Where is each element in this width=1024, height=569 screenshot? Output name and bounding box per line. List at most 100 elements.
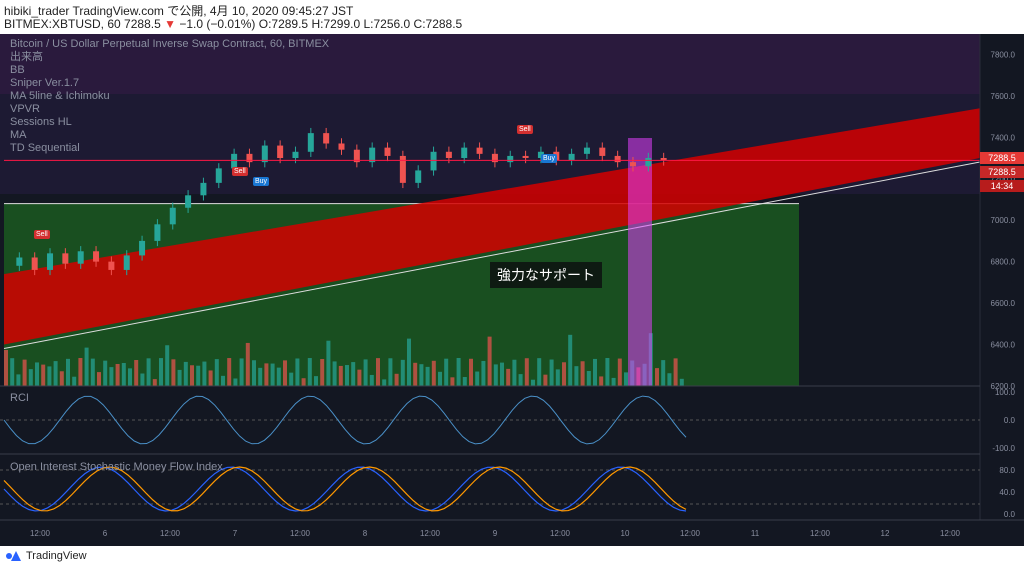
x-tick-label: 12:00 [30, 529, 51, 538]
ohlc-values: O:7289.5 H:7299.0 L:7256.0 C:7288.5 [258, 17, 463, 31]
y-tick-label: 7800.0 [991, 50, 1016, 59]
x-tick-label: 6 [103, 529, 108, 538]
indicator-label-5[interactable]: VPVR [10, 103, 40, 115]
x-tick-label: 9 [493, 529, 498, 538]
volume-bar [586, 371, 591, 386]
stoch-tick-label: 40.0 [999, 488, 1015, 497]
x-tick-label: 12:00 [160, 529, 181, 538]
rci-tick-label: -100.0 [992, 444, 1015, 453]
x-tick-label: 12:00 [680, 529, 701, 538]
volume-bar [512, 359, 517, 386]
candle [445, 151, 452, 158]
candle [108, 261, 115, 270]
rci-label[interactable]: RCI [10, 392, 29, 404]
volume-bar [679, 378, 684, 386]
indicator-label-6[interactable]: Sessions HL [10, 116, 72, 128]
volume-bar [617, 358, 622, 386]
stoch-k-line [3, 466, 687, 512]
x-tick-label: 12 [881, 529, 890, 538]
volume-bar [245, 342, 250, 386]
volume-bar [190, 365, 194, 386]
volume-bar [462, 377, 467, 386]
volume-bar [165, 345, 170, 386]
candle [369, 147, 376, 163]
volume-bar [345, 365, 349, 386]
chart-header: hibiki_trader TradingView.com で公開, 4月 10… [0, 0, 1024, 34]
price-tag-current: 7288.5 [980, 152, 1024, 164]
candle [338, 143, 345, 150]
candle [522, 155, 529, 158]
candle [430, 151, 437, 171]
indicator-label-2[interactable]: BB [10, 64, 25, 76]
candle [31, 257, 38, 270]
indicator-label-1[interactable]: 出来高 [10, 51, 43, 63]
chart-canvas[interactable]: 7800.0 7600.0 7400.0 7200.0 7000.0 6800.0 6600… [0, 34, 1024, 546]
volume-bar [326, 340, 331, 386]
volume-bar [388, 358, 393, 386]
indicator-label-8[interactable]: TD Sequential [10, 142, 80, 154]
y-tick-label: 6600.0 [991, 299, 1016, 308]
down-arrow-icon: ▼ [164, 17, 176, 31]
x-tick-label: 11 [751, 529, 760, 538]
volume-bar [438, 371, 442, 386]
volume-bar [487, 336, 492, 386]
volume-bar [500, 362, 504, 386]
candle [307, 133, 314, 152]
x-tick-label: 12:00 [290, 529, 311, 538]
volume-bar [202, 361, 207, 386]
indicator-label-7[interactable]: MA [10, 129, 27, 141]
volume-bar [252, 360, 256, 386]
candle [47, 253, 54, 270]
volume-bar [128, 368, 132, 386]
volume-bar [103, 360, 108, 386]
rci-tick-label: 100.0 [995, 388, 1016, 397]
volume-bar [177, 369, 182, 386]
indicator-label-3[interactable]: Sniper Ver.1.7 [10, 77, 80, 89]
volume-bar [4, 350, 8, 386]
volume-bar [72, 376, 77, 386]
volume-bar [531, 379, 535, 386]
volume-bar [146, 358, 151, 386]
tradingview-icon [6, 551, 22, 561]
volume-bar [376, 358, 380, 386]
volume-bar [53, 361, 58, 386]
x-tick-label: 12:00 [810, 529, 831, 538]
volume-bar [208, 370, 213, 386]
chart-area[interactable]: 7800.0 7600.0 7400.0 7200.0 7000.0 6800.0 6600… [0, 34, 1024, 546]
y-tick-label: 7600.0 [991, 92, 1016, 101]
volume-bar [469, 358, 473, 386]
candle [77, 251, 84, 264]
volume-bar [47, 366, 52, 386]
volume-bar [320, 359, 325, 386]
publish-info: hibiki_trader TradingView.com で公開, 4月 10… [4, 4, 354, 18]
candle [476, 147, 483, 154]
candle [62, 253, 69, 264]
volume-bar [456, 358, 461, 386]
volume-bar [109, 367, 114, 386]
volume-bar [431, 360, 436, 386]
volume-bar [183, 361, 188, 386]
y-tick-label: 7000.0 [991, 216, 1016, 225]
candle [660, 158, 667, 161]
candle [599, 147, 606, 156]
stoch-label[interactable]: Open Interest Stochastic Money Flow Inde… [10, 461, 223, 473]
stoch-tick-label: 80.0 [999, 466, 1015, 475]
candle [507, 155, 514, 163]
volume-bar [673, 358, 678, 386]
indicator-label-4[interactable]: MA 5line & Ichimoku [10, 90, 110, 102]
volume-bar [574, 366, 579, 386]
volume-bar [357, 369, 362, 386]
candle [399, 155, 406, 183]
candle [614, 155, 621, 163]
volume-bar [593, 358, 597, 386]
brand-name: TradingView [26, 550, 87, 562]
volume-bar [667, 373, 672, 386]
tradingview-logo[interactable]: TradingView [6, 550, 87, 562]
volume-bar [16, 374, 21, 386]
volume-bar [444, 358, 449, 386]
volume-bar [493, 364, 498, 386]
volume-bar [221, 375, 225, 386]
buy-signal: Buy [253, 177, 270, 186]
indicator-label-0[interactable]: Bitcoin / US Dollar Perpetual Inverse Sw… [10, 38, 330, 50]
candle [292, 151, 299, 158]
